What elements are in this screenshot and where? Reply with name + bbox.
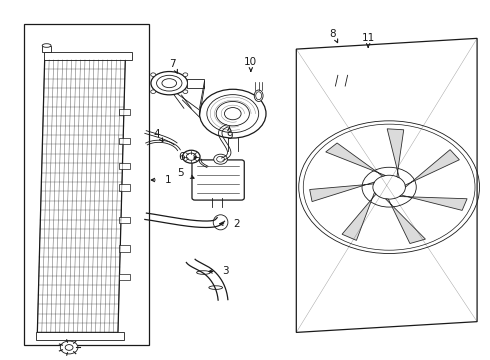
Text: 7: 7 bbox=[169, 59, 176, 69]
Bar bbox=[44, 52, 132, 60]
Bar bbox=[24, 24, 149, 345]
Circle shape bbox=[341, 75, 344, 77]
Circle shape bbox=[216, 102, 249, 126]
Polygon shape bbox=[386, 199, 425, 243]
Ellipse shape bbox=[256, 92, 262, 100]
Ellipse shape bbox=[42, 44, 51, 47]
Polygon shape bbox=[342, 192, 376, 240]
FancyBboxPatch shape bbox=[192, 160, 245, 200]
Polygon shape bbox=[387, 129, 404, 178]
Circle shape bbox=[60, 341, 78, 354]
Circle shape bbox=[327, 58, 331, 61]
Bar bbox=[187, 78, 204, 88]
Circle shape bbox=[378, 179, 400, 195]
Circle shape bbox=[183, 73, 188, 76]
Ellipse shape bbox=[337, 62, 348, 69]
Text: 1: 1 bbox=[165, 175, 171, 185]
Text: 10: 10 bbox=[245, 57, 257, 67]
Circle shape bbox=[224, 108, 241, 120]
Polygon shape bbox=[399, 195, 467, 210]
Ellipse shape bbox=[328, 55, 357, 75]
Ellipse shape bbox=[157, 75, 182, 91]
Circle shape bbox=[65, 345, 73, 350]
Circle shape bbox=[214, 154, 227, 164]
Bar bbox=[119, 245, 130, 252]
Circle shape bbox=[151, 90, 156, 94]
Ellipse shape bbox=[151, 72, 188, 95]
Circle shape bbox=[207, 95, 259, 133]
Polygon shape bbox=[37, 60, 125, 332]
Bar bbox=[119, 109, 130, 116]
Text: 4: 4 bbox=[153, 129, 160, 139]
Text: 5: 5 bbox=[177, 167, 184, 177]
Ellipse shape bbox=[332, 58, 353, 72]
Circle shape bbox=[186, 153, 196, 160]
Polygon shape bbox=[326, 143, 386, 176]
Bar bbox=[119, 138, 130, 144]
Circle shape bbox=[354, 58, 358, 61]
Bar bbox=[36, 332, 124, 340]
Text: 3: 3 bbox=[222, 266, 229, 276]
Circle shape bbox=[182, 150, 200, 163]
Text: 2: 2 bbox=[233, 219, 240, 229]
Text: 6: 6 bbox=[178, 152, 185, 162]
Circle shape bbox=[183, 90, 188, 94]
Bar bbox=[42, 45, 51, 52]
Circle shape bbox=[199, 89, 266, 138]
Circle shape bbox=[373, 175, 405, 199]
Polygon shape bbox=[405, 150, 460, 187]
Text: 11: 11 bbox=[362, 33, 375, 43]
Ellipse shape bbox=[162, 79, 176, 87]
Bar bbox=[119, 274, 130, 280]
Polygon shape bbox=[296, 39, 477, 332]
Bar bbox=[314, 59, 328, 72]
Polygon shape bbox=[310, 182, 374, 202]
Circle shape bbox=[151, 73, 156, 76]
Circle shape bbox=[362, 167, 416, 207]
Circle shape bbox=[217, 156, 224, 162]
Bar bbox=[119, 184, 130, 191]
Bar bbox=[119, 163, 130, 169]
Ellipse shape bbox=[254, 90, 263, 102]
Text: 9: 9 bbox=[226, 131, 233, 141]
Ellipse shape bbox=[213, 215, 228, 230]
Bar bbox=[119, 217, 130, 223]
Text: 8: 8 bbox=[329, 29, 336, 39]
